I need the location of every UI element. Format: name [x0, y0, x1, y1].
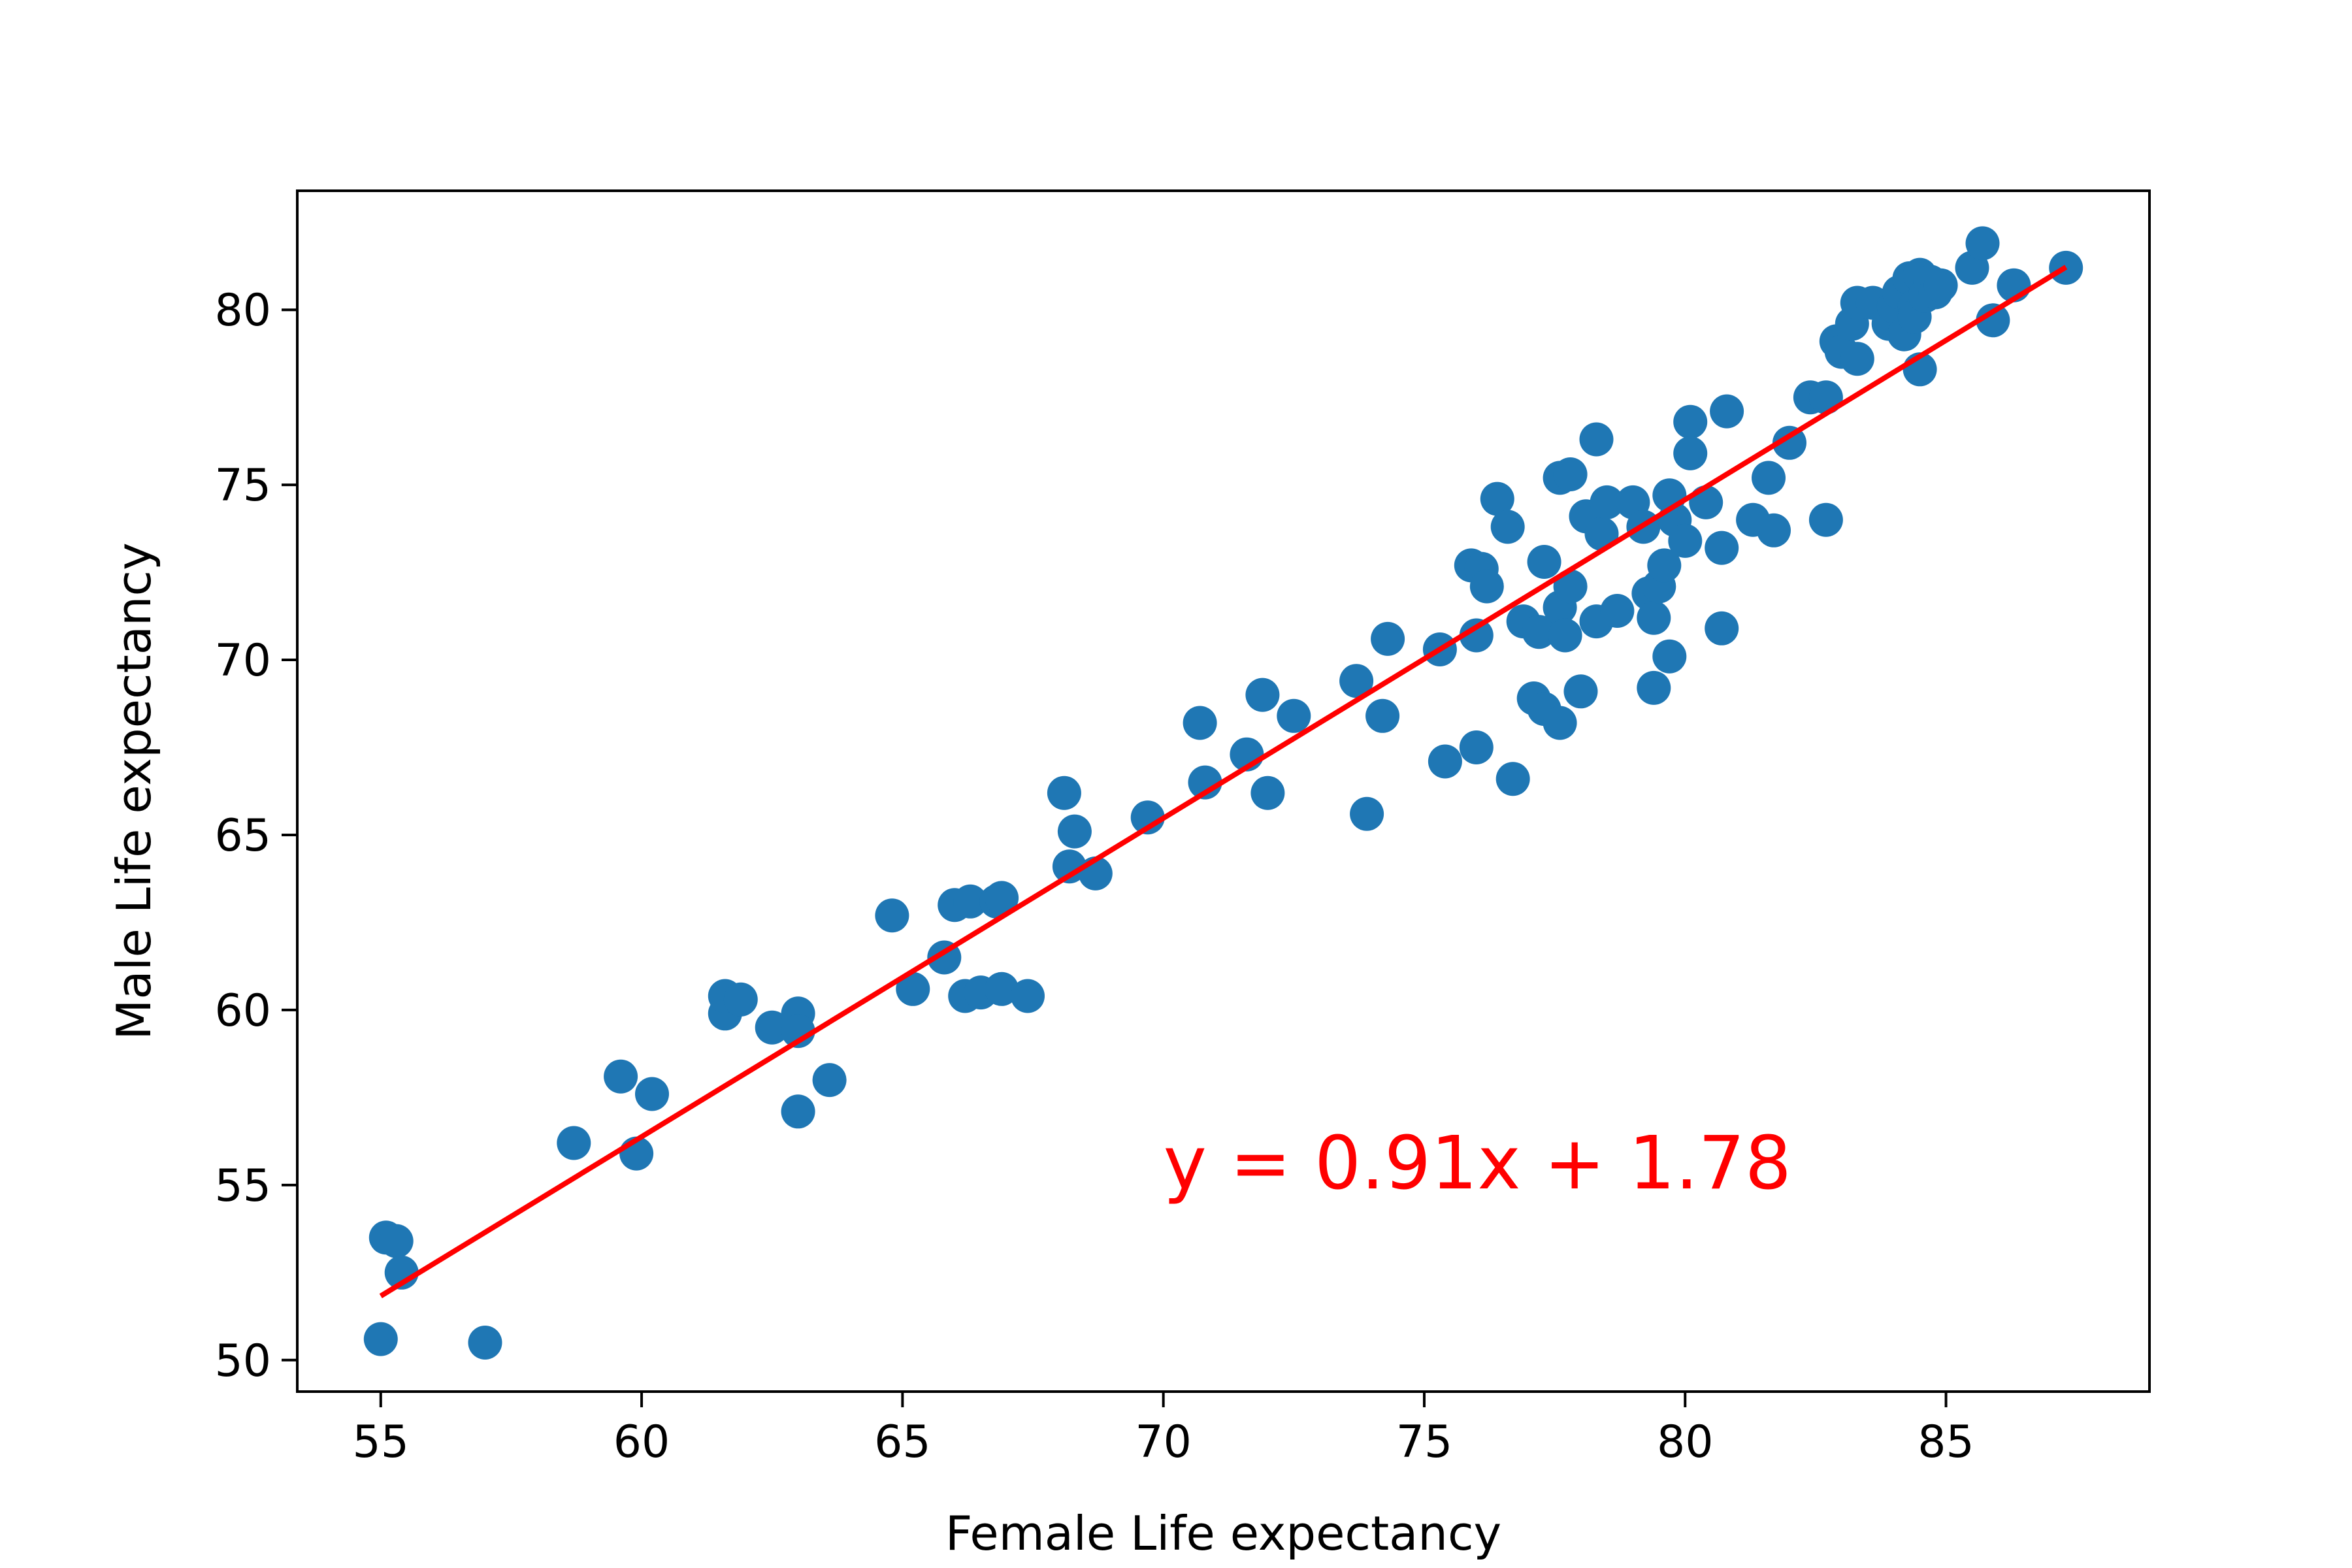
- data-point: [1047, 776, 1081, 810]
- data-point: [1705, 531, 1739, 565]
- data-point: [1553, 457, 1588, 491]
- data-point: [985, 972, 1019, 1006]
- data-point: [1600, 594, 1635, 628]
- y-tick-label: 55: [214, 1160, 271, 1212]
- regression-equation: y = 0.91x + 1.78: [1164, 1121, 1791, 1206]
- data-point: [468, 1326, 502, 1360]
- data-point: [1668, 523, 1703, 558]
- x-tick-label: 65: [874, 1416, 931, 1468]
- data-point: [1188, 765, 1222, 800]
- data-point: [985, 881, 1019, 915]
- data-point: [875, 898, 909, 933]
- data-point: [1522, 615, 1556, 649]
- x-tick-label: 60: [613, 1416, 670, 1468]
- data-point: [379, 1224, 414, 1258]
- y-tick-label: 75: [214, 460, 271, 512]
- data-point: [1637, 670, 1671, 705]
- data-point: [1250, 776, 1285, 810]
- regression-line: [379, 265, 2068, 1299]
- data-point: [1705, 611, 1739, 645]
- y-tick-label: 70: [214, 635, 271, 687]
- data-points: [363, 226, 2083, 1360]
- data-point: [604, 1059, 638, 1094]
- data-point: [1808, 502, 1843, 537]
- data-point: [1480, 482, 1514, 516]
- y-tick-label: 60: [214, 985, 271, 1037]
- data-point: [1459, 618, 1494, 653]
- x-tick-label: 80: [1657, 1416, 1714, 1468]
- data-point: [1772, 425, 1806, 460]
- plot-area-frame: [296, 189, 2151, 1393]
- x-tick-label: 85: [1918, 1416, 1974, 1468]
- data-point: [1548, 618, 1582, 653]
- data-point: [1011, 979, 1045, 1013]
- data-point: [1130, 800, 1165, 835]
- data-point: [363, 1322, 398, 1356]
- x-axis-label: Female Life expectancy: [945, 1506, 1501, 1561]
- y-tick-label: 65: [214, 810, 271, 862]
- data-point: [1689, 485, 1723, 519]
- data-point: [1673, 404, 1708, 439]
- data-point: [1183, 706, 1217, 740]
- data-point: [1277, 698, 1311, 733]
- data-point: [1673, 436, 1708, 470]
- data-point: [1652, 639, 1687, 674]
- x-axis-ticks: 55 60 65 70 75 80 85: [353, 1392, 1974, 1468]
- data-point: [1339, 664, 1374, 698]
- data-point: [896, 972, 930, 1006]
- data-point: [1527, 545, 1561, 579]
- data-point: [1428, 744, 1462, 779]
- data-point: [1976, 303, 2010, 338]
- data-point: [1365, 698, 1400, 733]
- data-point: [1584, 517, 1619, 551]
- data-point: [1647, 548, 1682, 583]
- x-tick-label: 75: [1396, 1416, 1453, 1468]
- data-point: [1563, 674, 1598, 709]
- data-point: [1371, 621, 1405, 656]
- x-tick-label: 55: [353, 1416, 410, 1468]
- data-point: [1543, 706, 1577, 740]
- data-point: [1459, 730, 1494, 764]
- data-point: [781, 1094, 815, 1129]
- data-point: [812, 1063, 847, 1098]
- data-point: [1965, 226, 2000, 261]
- data-point: [1350, 796, 1384, 831]
- data-point: [635, 1077, 669, 1111]
- data-point: [723, 982, 758, 1017]
- y-tick-label: 80: [214, 285, 271, 336]
- data-point: [1057, 814, 1092, 849]
- data-point: [1840, 342, 1874, 376]
- data-point: [1052, 849, 1086, 884]
- data-point: [1923, 268, 1958, 302]
- data-point: [781, 1014, 815, 1049]
- data-point: [1752, 461, 1786, 495]
- y-axis-label: Male Life expectancy: [106, 542, 161, 1039]
- data-point: [1495, 762, 1530, 796]
- data-point: [1757, 513, 1791, 547]
- y-tick-label: 50: [214, 1335, 271, 1387]
- x-tick-label: 70: [1135, 1416, 1192, 1468]
- y-axis-ticks: 50 55 60 65 70 75 80: [214, 285, 297, 1387]
- data-point: [1710, 394, 1744, 429]
- data-point: [1579, 422, 1614, 457]
- data-point: [1245, 678, 1280, 712]
- data-point: [557, 1126, 591, 1160]
- data-point: [755, 1010, 789, 1045]
- data-point: [1490, 510, 1525, 544]
- data-point: [953, 884, 988, 919]
- data-point: [1637, 600, 1671, 635]
- data-point: [1590, 485, 1624, 519]
- data-point: [1469, 569, 1504, 604]
